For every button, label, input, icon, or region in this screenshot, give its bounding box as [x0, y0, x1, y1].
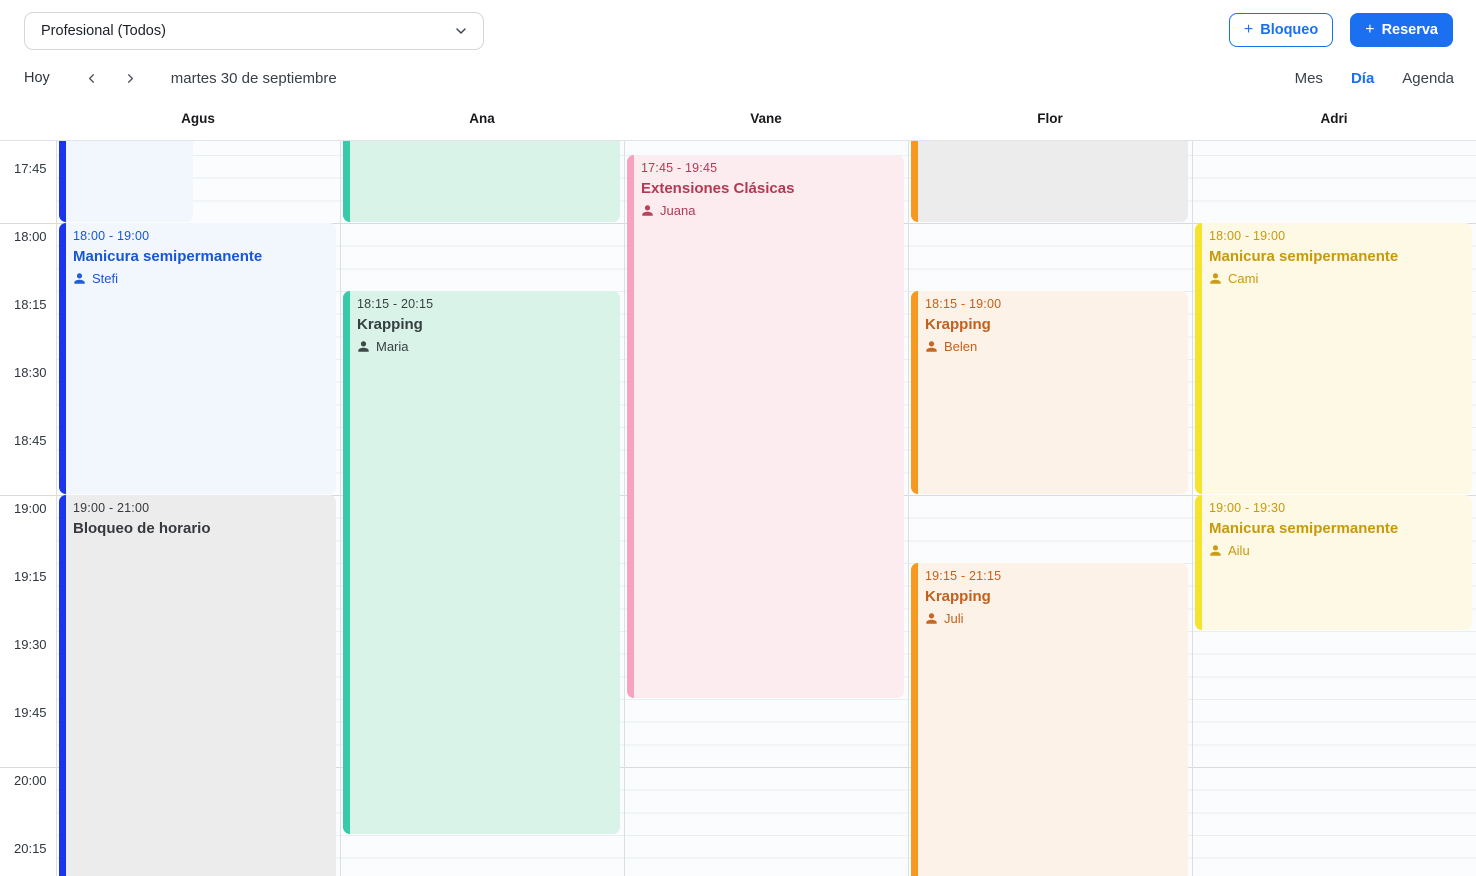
event-title: Manicura semipermanente [1209, 248, 1399, 265]
event-title: Krapping [925, 316, 991, 333]
event-person: Belen [925, 339, 1180, 354]
column-header-adri: Adri [1320, 110, 1348, 126]
today-button[interactable]: Hoy [24, 70, 50, 86]
bloqueo-button[interactable]: + Bloqueo [1228, 13, 1334, 47]
event-title: Krapping [357, 316, 423, 333]
time-label: 20:00 [14, 773, 47, 788]
time-label: 18:15 [14, 297, 47, 312]
event-person: Cami [1209, 271, 1464, 286]
event-person-name: Ailu [1228, 543, 1250, 558]
event-person: Ailu [1209, 543, 1464, 558]
event-block[interactable]: 19:15 - 21:15 Krapping Juli [911, 563, 1188, 876]
column-header-agus: Agus [181, 110, 215, 126]
event-person-name: Juli [944, 611, 964, 626]
event-time: 19:15 - 21:15 [925, 569, 1002, 583]
time-label: 17:45 [14, 161, 47, 176]
event-time: 19:00 - 19:30 [1209, 501, 1286, 515]
column-agus: 18:00 - 19:00 Manicura semipermanente St… [56, 141, 340, 876]
time-label: 19:45 [14, 705, 47, 720]
event-block-continued[interactable] [911, 141, 1188, 222]
column-adri: 18:00 - 19:00 Manicura semipermanente Ca… [1192, 141, 1476, 876]
event-person-name: Stefi [92, 271, 119, 286]
event-title: Extensiones Clásicas [641, 180, 795, 197]
event-block[interactable]: 18:15 - 19:00 Krapping Belen [911, 291, 1188, 494]
prev-day-button[interactable] [84, 71, 99, 86]
professional-filter-select[interactable]: Profesional (Todos) [24, 12, 484, 50]
view-switcher: Mes Día Agenda [1295, 70, 1454, 87]
event-block-bloqueo[interactable]: 19:00 - 21:00 Bloqueo de horario [59, 495, 336, 876]
next-day-button[interactable] [123, 71, 138, 86]
time-label: 19:15 [14, 569, 47, 584]
event-time: 18:15 - 20:15 [357, 297, 434, 311]
event-time: 18:00 - 19:00 [1209, 229, 1286, 243]
event-person-name: Maria [376, 339, 409, 354]
chevron-right-icon [123, 71, 138, 86]
event-title: Manicura semipermanente [73, 248, 263, 265]
plus-icon: + [1243, 21, 1254, 38]
time-label: 19:30 [14, 637, 47, 652]
event-block-continued[interactable] [343, 141, 620, 222]
event-title: Manicura semipermanente [1209, 520, 1399, 537]
event-person-name: Belen [944, 339, 978, 354]
event-title: Bloqueo de horario [73, 520, 211, 537]
event-person: Juli [925, 611, 1180, 626]
person-icon [1209, 272, 1222, 285]
event-time: 17:45 - 19:45 [641, 161, 718, 175]
person-icon [925, 340, 938, 353]
view-tab-mes[interactable]: Mes [1294, 69, 1323, 87]
chevron-left-icon [84, 71, 99, 86]
event-time: 19:00 - 21:00 [73, 501, 150, 515]
event-block[interactable]: 19:00 - 19:30 Manicura semipermanente Ai… [1195, 495, 1472, 630]
time-label: 19:00 [14, 501, 47, 516]
person-icon [357, 340, 370, 353]
event-time: 18:00 - 19:00 [73, 229, 150, 243]
reserva-button-label: Reserva [1381, 22, 1438, 38]
time-label: 18:45 [14, 433, 47, 448]
date-navbar: Hoy martes 30 de septiembre Mes Día Agen… [0, 60, 1476, 96]
event-block-continued[interactable] [59, 141, 193, 222]
chevron-down-icon [453, 23, 469, 39]
reserva-button[interactable]: + Reserva [1350, 13, 1453, 47]
person-icon [1209, 544, 1222, 557]
view-tab-agenda[interactable]: Agenda [1402, 69, 1454, 87]
event-person-name: Cami [1228, 271, 1259, 286]
event-block[interactable]: 18:00 - 19:00 Manicura semipermanente Ca… [1195, 223, 1472, 494]
column-flor: 18:15 - 19:00 Krapping Belen 19:15 - 21:… [908, 141, 1192, 876]
time-label: 18:00 [14, 229, 47, 244]
view-tab-dia[interactable]: Día [1350, 69, 1375, 87]
event-time: 18:15 - 19:00 [925, 297, 1002, 311]
event-person: Juana [641, 203, 896, 218]
time-label: 20:15 [14, 841, 47, 856]
event-person: Maria [357, 339, 612, 354]
column-vane: 17:45 - 19:45 Extensiones Clásicas Juana [624, 141, 908, 876]
column-header-vane: Vane [750, 110, 782, 126]
bloqueo-button-label: Bloqueo [1260, 22, 1319, 38]
plus-icon: + [1365, 21, 1375, 38]
professional-columns: 18:00 - 19:00 Manicura semipermanente St… [56, 141, 1476, 876]
current-date-label: martes 30 de septiembre [170, 69, 337, 87]
person-icon [925, 612, 938, 625]
time-label: 18:30 [14, 365, 47, 380]
column-header-flor: Flor [1037, 110, 1063, 126]
event-block[interactable]: 18:15 - 20:15 Krapping Maria [343, 291, 620, 834]
event-block[interactable]: 17:45 - 19:45 Extensiones Clásicas Juana [627, 155, 904, 698]
toolbar: Profesional (Todos) + Bloqueo + Reserva [0, 0, 1476, 60]
event-person: Stefi [73, 271, 328, 286]
calendar-grid: 17:45 18:00 18:15 18:30 18:45 19:00 19:1… [0, 140, 1476, 876]
column-header-ana: Ana [469, 110, 495, 126]
event-block[interactable]: 18:00 - 19:00 Manicura semipermanente St… [59, 223, 336, 494]
event-person-name: Juana [660, 203, 696, 218]
column-ana: 18:15 - 20:15 Krapping Maria [340, 141, 624, 876]
toolbar-buttons: + Bloqueo + Reserva [1228, 13, 1453, 47]
column-headers: Agus Ana Vane Flor Adri [0, 96, 1476, 140]
professional-filter-value: Profesional (Todos) [41, 23, 166, 39]
person-icon [641, 204, 654, 217]
person-icon [73, 272, 86, 285]
event-title: Krapping [925, 588, 991, 605]
